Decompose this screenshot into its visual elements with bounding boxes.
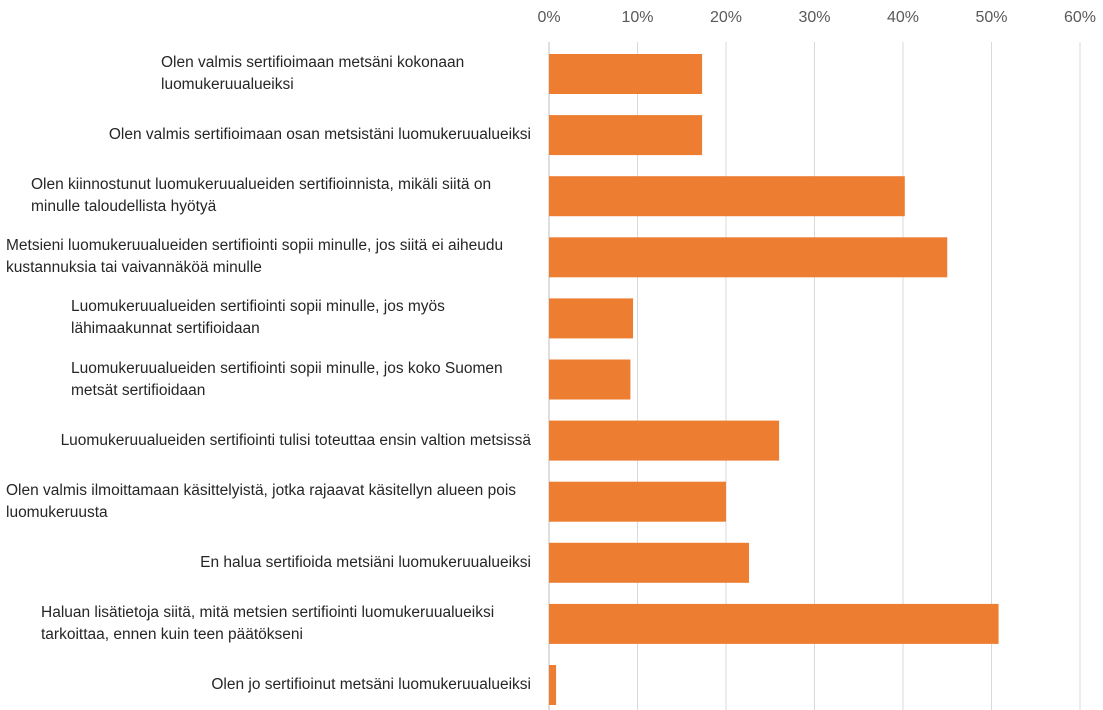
category-label: Olen jo sertifioinut metsäni luomukeruua… (211, 676, 531, 693)
category-label: Olen valmis sertifioimaan metsäni kokona… (161, 54, 465, 93)
category-label: Luomukeruualueiden sertifiointi sopii mi… (71, 298, 445, 338)
category-label: Luomukeruualueiden sertifiointi tulisi t… (60, 431, 531, 449)
x-tick-label: 50% (975, 9, 1007, 26)
bar (549, 237, 948, 278)
bar (549, 603, 999, 644)
bar (549, 481, 726, 522)
bar (549, 115, 703, 156)
x-tick-label: 30% (798, 9, 830, 26)
category-label: Metsieni luomukeruualueiden sertifiointi… (6, 237, 504, 277)
category-label: Olen valmis ilmoittamaan käsittelyistä, … (6, 481, 517, 521)
bar (549, 542, 750, 583)
x-tick-label: 40% (887, 9, 919, 26)
bar (549, 298, 634, 339)
category-label: Olen valmis sertifioimaan osan metsistän… (108, 126, 531, 144)
x-tick-label: 10% (621, 9, 653, 26)
bar (549, 176, 905, 217)
bar (549, 665, 557, 705)
category-label: Haluan lisätietoja siitä, mitä metsien s… (41, 603, 495, 643)
bar (549, 54, 703, 94)
category-label: Luomukeruualueiden sertifiointi sopii mi… (71, 359, 503, 399)
category-label: Olen kiinnostunut luomukeruualueiden ser… (31, 176, 492, 216)
x-tick-label: 20% (710, 9, 742, 26)
bar (549, 420, 780, 461)
x-tick-label: 60% (1064, 9, 1096, 26)
bar (549, 359, 631, 400)
category-label: En halua sertifioida metsiäni luomukeruu… (200, 553, 531, 571)
x-tick-label: 0% (537, 9, 560, 26)
